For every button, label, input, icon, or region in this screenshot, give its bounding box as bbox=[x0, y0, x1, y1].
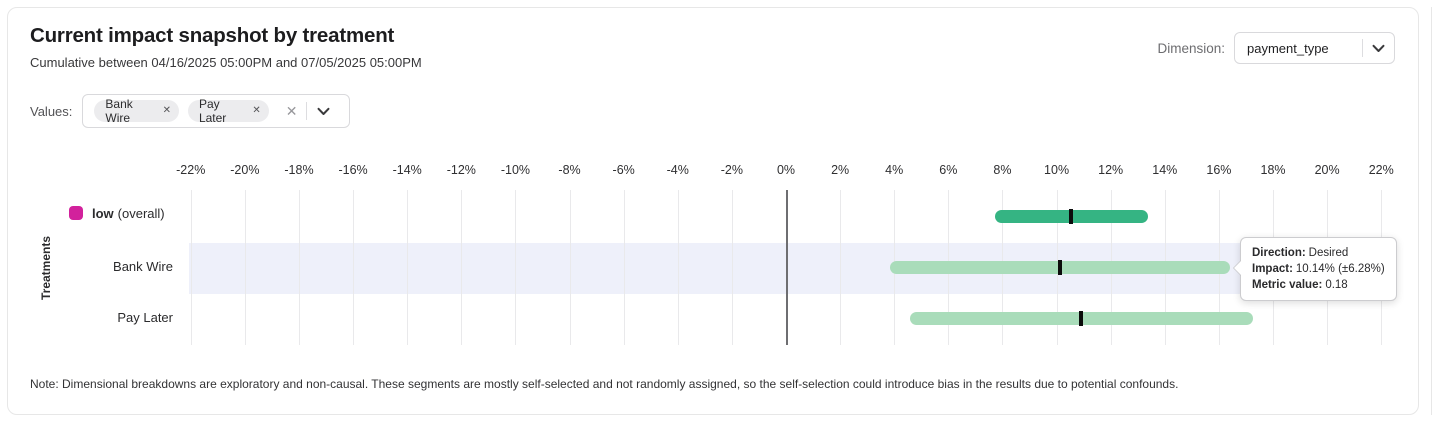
impact-marker bbox=[1079, 311, 1084, 326]
gridline bbox=[244, 190, 246, 345]
axis-tick-label: 0% bbox=[776, 163, 796, 177]
treatment-row-label: Bank Wire bbox=[113, 259, 173, 274]
gridline bbox=[677, 190, 679, 345]
axis-tick-label: 18% bbox=[1260, 163, 1286, 177]
axis-tick-label: 16% bbox=[1206, 163, 1232, 177]
dimension-select[interactable]: payment_type bbox=[1234, 32, 1395, 64]
date-range-subtitle: Cumulative between 04/16/2025 05:00PM an… bbox=[30, 55, 422, 70]
page-title: Current impact snapshot by treatment bbox=[30, 24, 395, 47]
gridline bbox=[840, 190, 842, 345]
tooltip-arrow bbox=[1234, 261, 1241, 275]
row-label-suffix: (overall) bbox=[117, 205, 165, 221]
gridline bbox=[623, 190, 625, 345]
chevron-down-icon[interactable] bbox=[308, 107, 339, 116]
impact-marker bbox=[1069, 209, 1074, 224]
axis-tick-label: -14% bbox=[392, 163, 422, 177]
gridline bbox=[515, 190, 517, 345]
chip-remove-icon[interactable]: ✕ bbox=[252, 105, 261, 116]
axis-tick-label: -8% bbox=[558, 163, 581, 177]
gridline bbox=[731, 190, 733, 345]
tooltip-impact: Impact: 10.14% (±6.28%) bbox=[1252, 263, 1385, 275]
value-chip-label: Pay Later bbox=[198, 97, 227, 125]
chevron-down-icon[interactable] bbox=[1363, 44, 1394, 53]
axis-tick-label: 12% bbox=[1098, 163, 1124, 177]
axis-tick-label: -12% bbox=[446, 163, 476, 177]
axis-tick-label: 8% bbox=[993, 163, 1012, 177]
gridline bbox=[298, 190, 300, 345]
values-multiselect[interactable]: Bank Wire ✕ Pay Later ✕ ✕ bbox=[82, 94, 351, 128]
value-chip[interactable]: Pay Later ✕ bbox=[187, 97, 269, 125]
adjacent-card-edge bbox=[1431, 7, 1432, 415]
impact-marker bbox=[1058, 260, 1063, 275]
value-chip[interactable]: Bank Wire ✕ bbox=[94, 97, 179, 125]
gridline bbox=[353, 190, 355, 345]
axis-tick-label: 20% bbox=[1314, 163, 1340, 177]
row-label-bold: low bbox=[92, 205, 114, 221]
axis-tick-label: 22% bbox=[1368, 163, 1394, 177]
gridline bbox=[461, 190, 463, 345]
axis-tick-label: 6% bbox=[939, 163, 958, 177]
tooltip-metric-value: Metric value: 0.18 bbox=[1252, 279, 1348, 291]
axis-tick-label: -6% bbox=[612, 163, 635, 177]
legend-item-overall: low (overall) bbox=[69, 206, 165, 221]
dimension-label: Dimension: bbox=[1157, 40, 1225, 56]
values-label: Values: bbox=[30, 103, 73, 119]
impact-snapshot-card bbox=[7, 7, 1419, 415]
select-divider bbox=[306, 102, 308, 120]
gridline bbox=[569, 190, 571, 345]
dimension-control: Dimension: payment_type bbox=[1157, 32, 1395, 64]
values-filter: Values: Bank Wire ✕ Pay Later ✕ ✕ bbox=[30, 94, 351, 128]
chip-remove-icon[interactable]: ✕ bbox=[162, 105, 171, 116]
select-divider bbox=[1362, 39, 1363, 57]
zero-line bbox=[786, 190, 788, 345]
axis-tick-label: -4% bbox=[666, 163, 689, 177]
tooltip-direction: Direction: Desired bbox=[1252, 247, 1349, 259]
axis-tick-label: 4% bbox=[885, 163, 904, 177]
gridline bbox=[407, 190, 409, 345]
axis-tick-label: -22% bbox=[176, 163, 206, 177]
disclaimer-note: Note: Dimensional breakdowns are explora… bbox=[30, 377, 1179, 391]
legend-swatch bbox=[69, 206, 83, 220]
axis-tick-label: -2% bbox=[720, 163, 743, 177]
clear-all-icon[interactable]: ✕ bbox=[285, 103, 298, 119]
dimension-selected-value: payment_type bbox=[1247, 40, 1329, 56]
gridline bbox=[190, 190, 192, 345]
axis-tick-label: -20% bbox=[230, 163, 260, 177]
axis-tick-label: -18% bbox=[284, 163, 314, 177]
axis-tick-label: 10% bbox=[1044, 163, 1070, 177]
treatment-row-label: Pay Later bbox=[117, 310, 173, 325]
value-chip-label: Bank Wire bbox=[105, 97, 133, 125]
axis-tick-label: -16% bbox=[338, 163, 368, 177]
axis-tick-label: 14% bbox=[1152, 163, 1178, 177]
bar-tooltip: Direction: Desired Impact: 10.14% (±6.28%)… bbox=[1233, 237, 1397, 301]
axis-tick-label: 2% bbox=[831, 163, 850, 177]
axis-tick-label: -10% bbox=[500, 163, 531, 177]
